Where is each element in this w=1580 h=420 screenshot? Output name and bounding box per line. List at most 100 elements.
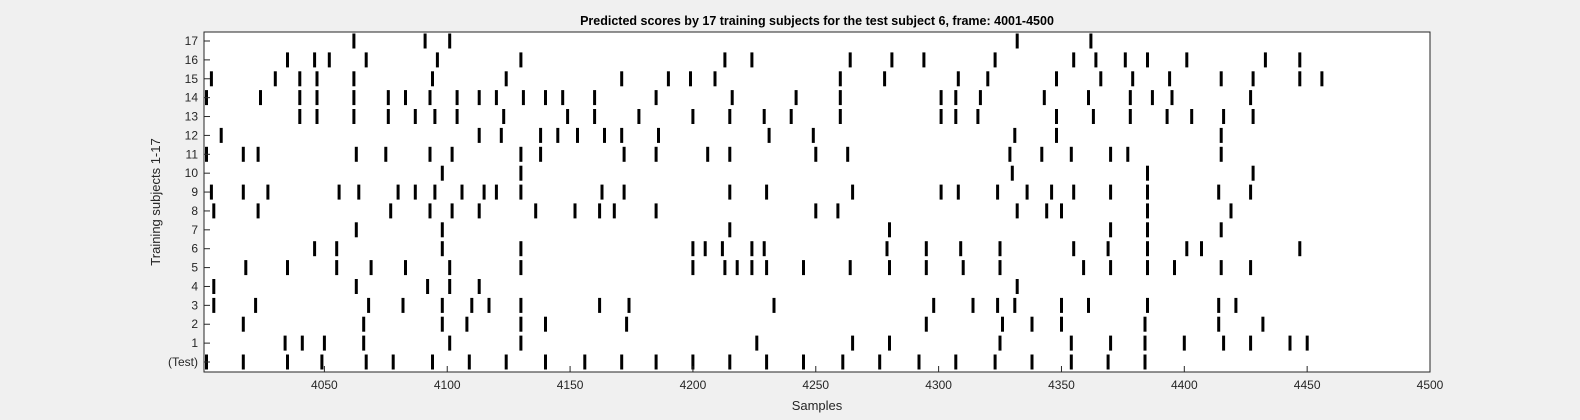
event-mark <box>750 241 754 257</box>
event-mark <box>728 184 732 200</box>
event-mark <box>450 203 454 219</box>
event-mark <box>885 241 889 257</box>
event-mark <box>954 90 958 106</box>
event-mark <box>814 146 818 162</box>
event-mark <box>504 354 508 370</box>
event-mark <box>1261 316 1265 332</box>
event-mark <box>352 71 356 87</box>
event-mark <box>273 71 277 87</box>
event-mark <box>838 90 842 106</box>
event-mark <box>620 127 624 143</box>
event-mark <box>1001 316 1004 332</box>
event-mark <box>455 90 459 106</box>
event-mark <box>431 354 434 370</box>
event-mark <box>499 127 503 143</box>
event-mark <box>1217 297 1221 313</box>
event-mark <box>1298 52 1302 68</box>
event-mark <box>939 90 943 106</box>
event-mark <box>838 71 842 87</box>
event-mark <box>765 184 769 200</box>
event-mark <box>1251 109 1255 124</box>
event-mark <box>433 184 437 200</box>
event-mark <box>728 146 732 162</box>
event-mark <box>932 297 936 313</box>
event-mark <box>961 260 965 276</box>
event-mark <box>924 260 928 276</box>
event-mark <box>450 146 454 162</box>
event-mark <box>888 335 891 351</box>
event-mark <box>1015 279 1019 294</box>
event-mark <box>504 71 508 87</box>
event-mark <box>1146 52 1149 68</box>
event-mark <box>209 184 213 200</box>
event-mark <box>1072 241 1076 257</box>
event-mark <box>1055 71 1058 87</box>
event-mark <box>1217 184 1221 200</box>
event-mark <box>1298 71 1302 87</box>
x-tick-label: 4350 <box>1048 378 1075 392</box>
event-mark <box>256 203 260 219</box>
event-mark <box>878 354 882 370</box>
plot-frame <box>203 31 1431 373</box>
event-mark <box>600 184 604 200</box>
event-mark <box>327 52 331 68</box>
event-mark <box>482 184 486 200</box>
event-mark <box>924 316 928 332</box>
event-mark <box>1143 316 1147 332</box>
event-mark <box>1015 33 1019 49</box>
event-mark <box>772 297 776 313</box>
event-mark <box>1106 241 1110 257</box>
event-mark <box>996 184 1000 200</box>
event-mark <box>212 203 216 219</box>
event-mark <box>354 146 358 162</box>
event-mark <box>1146 222 1149 238</box>
event-mark <box>298 90 302 106</box>
event-mark <box>389 203 393 219</box>
event-mark <box>654 90 658 106</box>
event-mark <box>986 71 990 87</box>
event-mark <box>244 260 248 276</box>
event-mark <box>519 165 523 181</box>
event-mark <box>794 90 798 106</box>
event-mark <box>848 52 852 68</box>
event-mark <box>1082 260 1086 276</box>
y-tick-label: 6 <box>191 242 198 256</box>
event-mark <box>254 297 258 313</box>
event-mark <box>767 127 771 143</box>
event-mark <box>993 354 997 370</box>
event-mark <box>539 146 543 162</box>
x-axis: 4050 4100 4150 4200 4250 4300 4350 4400 4450 4500 <box>311 366 1444 392</box>
event-mark <box>413 109 417 124</box>
event-mark <box>1060 297 1063 313</box>
event-mark <box>448 260 452 276</box>
event-mark <box>1045 203 1049 219</box>
event-mark <box>713 71 717 87</box>
event-mark <box>765 260 769 276</box>
event-mark <box>477 203 481 219</box>
event-mark <box>1128 90 1132 106</box>
y-tick-label: 10 <box>185 166 199 180</box>
event-mark <box>1185 241 1189 257</box>
event-mark <box>1234 297 1238 313</box>
event-mark <box>241 354 245 370</box>
event-mark <box>487 297 491 313</box>
event-mark <box>1094 52 1098 68</box>
event-mark <box>556 127 560 143</box>
x-tick-label: 4300 <box>925 378 952 392</box>
event-mark <box>666 71 670 87</box>
event-mark <box>241 184 245 200</box>
event-mark <box>1106 354 1110 370</box>
event-mark <box>212 297 216 313</box>
event-mark <box>1013 127 1017 143</box>
event-mark <box>544 316 547 332</box>
event-mark <box>1190 109 1194 124</box>
event-mark <box>971 297 975 313</box>
event-mark <box>1320 71 1324 87</box>
event-mark <box>1008 146 1012 162</box>
event-mark <box>996 297 1000 313</box>
event-mark <box>1109 184 1113 200</box>
event-mark <box>386 109 390 124</box>
event-mark <box>1219 127 1223 143</box>
event-mark <box>836 203 840 219</box>
